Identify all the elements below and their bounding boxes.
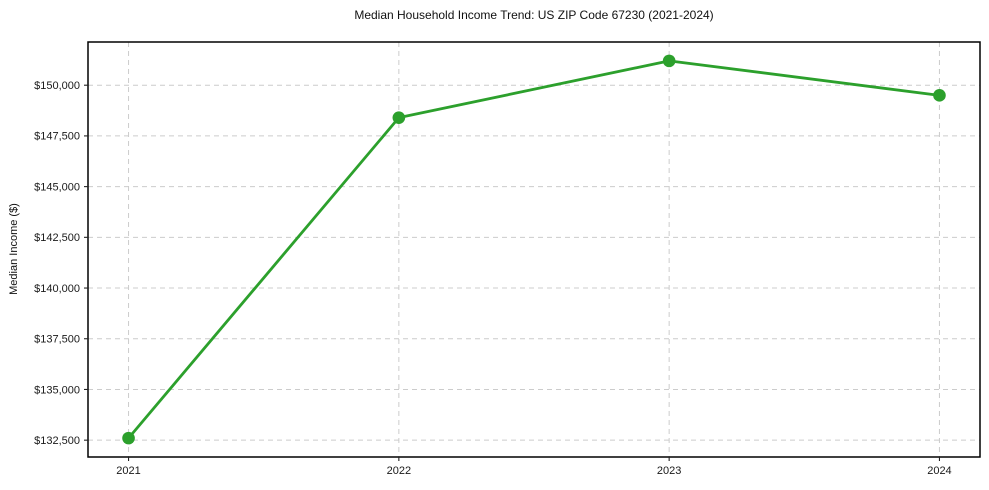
trend-line	[127, 59, 941, 440]
y-tick-label: $137,500	[34, 334, 80, 346]
chart-title: Median Household Income Trend: US ZIP Co…	[354, 8, 714, 22]
y-tick-label: $142,500	[34, 232, 80, 244]
y-tick-label: $140,000	[34, 283, 80, 295]
data-point-marker	[392, 111, 406, 124]
x-tick-label: 2021	[116, 465, 140, 477]
x-tick-label: 2024	[927, 465, 951, 477]
x-tick-label: 2022	[387, 465, 411, 477]
y-tick-label: $145,000	[34, 181, 80, 193]
data-point-marker	[933, 89, 946, 102]
data-point-marker	[122, 431, 135, 445]
x-tick-label: 2023	[657, 465, 681, 477]
y-tick-label: $150,000	[34, 80, 80, 92]
plot-border	[87, 41, 981, 458]
y-tick-label: $132,500	[34, 435, 80, 447]
data-point-marker	[662, 54, 676, 68]
y-tick-label: $147,500	[34, 131, 80, 143]
y-tick-label: $135,000	[34, 384, 80, 396]
